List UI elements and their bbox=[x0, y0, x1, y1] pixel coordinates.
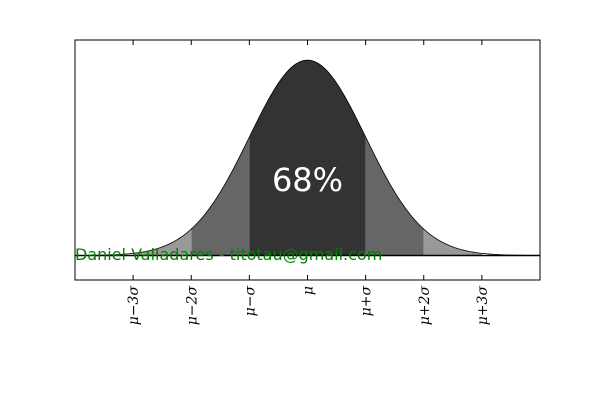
center-percentage-label: 68% bbox=[272, 161, 343, 199]
x-tick-label-3: μ bbox=[301, 286, 317, 295]
x-tick-label-0: μ−3σ bbox=[126, 286, 142, 326]
band-4 bbox=[423, 229, 482, 256]
ticks-layer: μ−3σ μ−2σ μ−σ μ μ+σ μ+2σ μ+3σ bbox=[126, 40, 491, 325]
x-tick-label-6: μ+3σ bbox=[475, 286, 491, 326]
x-tick-label-2: μ−σ bbox=[242, 286, 258, 317]
density-curve bbox=[75, 59, 540, 256]
band-3 bbox=[133, 229, 192, 256]
x-tick-label-4: μ+σ bbox=[359, 286, 375, 317]
x-tick-label-1: μ−2σ bbox=[184, 286, 200, 326]
author-watermark: Daniel Valladares - titotau@gmail.com bbox=[75, 245, 382, 264]
band-0 bbox=[249, 60, 366, 256]
bands-layer bbox=[133, 60, 482, 256]
x-tick-label-5: μ+2σ bbox=[417, 286, 433, 326]
